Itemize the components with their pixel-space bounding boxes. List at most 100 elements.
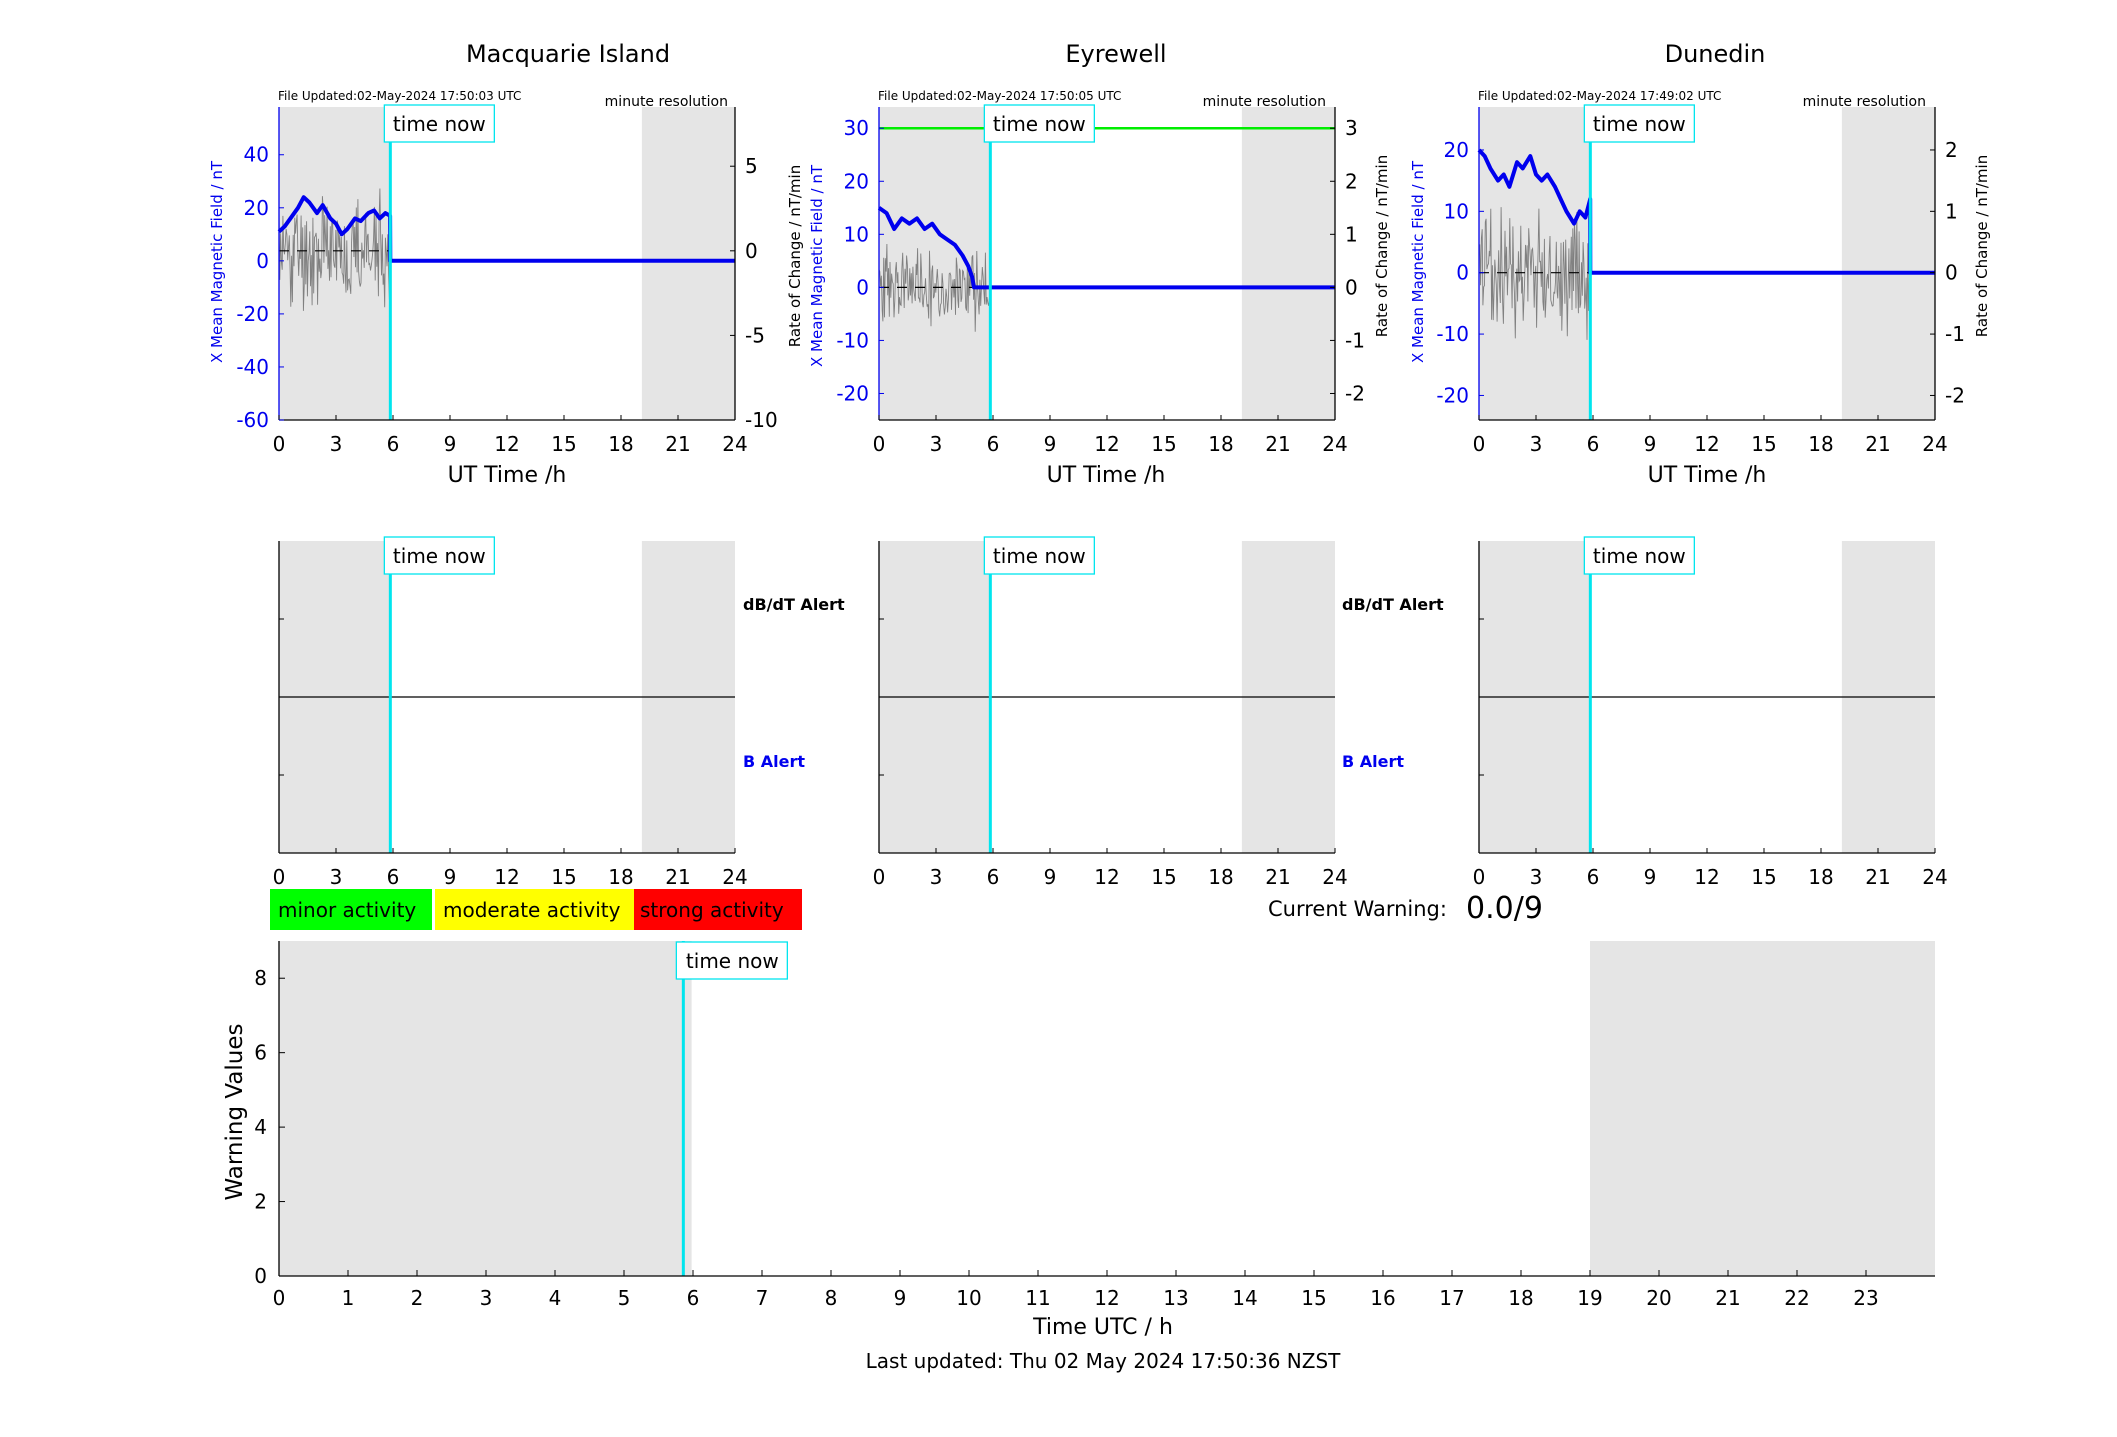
x-tick-label: 3 xyxy=(930,865,943,889)
x-tick-label: 3 xyxy=(330,432,343,456)
x-tick-label: 21 xyxy=(1265,865,1290,889)
right-y-tick-label: -5 xyxy=(745,323,765,347)
x-tick-label: 8 xyxy=(825,1286,838,1310)
x-tick-label: 6 xyxy=(1587,432,1600,456)
station-title-0: Macquarie Island xyxy=(466,40,670,68)
legend-moderate-swatch xyxy=(435,889,634,930)
x-tick-label: 21 xyxy=(1865,865,1890,889)
left-y-tick-label: 0 xyxy=(256,249,269,273)
time-now-label: time now xyxy=(1593,544,1686,568)
b-alert-label-1: B Alert xyxy=(1342,752,1404,771)
right-y-tick-label: 2 xyxy=(1345,169,1358,193)
x-tick-label: 15 xyxy=(551,432,576,456)
x-tick-label: 24 xyxy=(1322,865,1347,889)
x-tick-label: 12 xyxy=(1694,432,1719,456)
x-tick-label: 1 xyxy=(342,1286,355,1310)
left-y-tick-label: -40 xyxy=(236,355,269,379)
right-y-tick-label: 5 xyxy=(745,154,758,178)
x-tick-label: 21 xyxy=(1715,1286,1740,1310)
y-tick-label: 0 xyxy=(254,1264,267,1288)
legend-minor-swatch xyxy=(270,889,432,930)
x-tick-label: 15 xyxy=(1751,432,1776,456)
db-alert-label-0: dB/dT Alert xyxy=(743,595,845,614)
resolution-0: minute resolution xyxy=(605,94,728,110)
right-ylabel-2-outer: Rate of Change / nT/min xyxy=(1373,155,1391,337)
x-tick-label: 9 xyxy=(1044,865,1057,889)
left-y-tick-label: 40 xyxy=(244,143,269,167)
left-ylabel-0: X Mean Magnetic Field / nT xyxy=(208,160,226,363)
time-now-label: time now xyxy=(993,112,1086,136)
file-updated-0: File Updated:02-May-2024 17:50:03 UTC xyxy=(278,89,521,103)
left-y-tick-label: -20 xyxy=(236,302,269,326)
night-shade-0 xyxy=(279,941,692,1276)
x-tick-label: 9 xyxy=(1644,432,1657,456)
x-tick-label: 21 xyxy=(1265,432,1290,456)
left-y-tick-label: 10 xyxy=(844,222,869,246)
warning-xlabel: Time UTC / h xyxy=(1032,1315,1173,1340)
left-y-tick-label: -10 xyxy=(836,328,869,352)
x-tick-label: 21 xyxy=(665,432,690,456)
xlabel-2: UT Time /h xyxy=(1648,463,1767,488)
alert-plot-1: time now 0 3 6 9 12 15 18 21 24 xyxy=(873,536,1348,889)
time-now-box xyxy=(983,104,1095,143)
x-tick-label: 4 xyxy=(549,1286,562,1310)
y-tick-label: 4 xyxy=(254,1115,267,1139)
x-tick-label: 16 xyxy=(1370,1286,1395,1310)
x-tick-label: 6 xyxy=(1587,865,1600,889)
time-now-box xyxy=(1583,104,1695,143)
x-tick-label: 15 xyxy=(1151,865,1176,889)
left-y-tick-label: 30 xyxy=(844,116,869,140)
right-y-tick-label: 0 xyxy=(1345,275,1358,299)
left-y-tick-label: 20 xyxy=(1444,138,1469,162)
right-ylabel-1-outer: Rate of Change / nT/min xyxy=(786,165,804,347)
x-tick-label: 5 xyxy=(618,1286,631,1310)
alert-plot-0: time now 0 3 6 9 12 15 18 21 24 xyxy=(273,536,748,889)
current-warning-label: Current Warning: xyxy=(1268,897,1447,921)
b-alert-label-0: B Alert xyxy=(743,752,805,771)
x-tick-label: 18 xyxy=(608,865,633,889)
rate-of-change-line xyxy=(278,188,390,311)
y-tick-label: 8 xyxy=(254,966,267,990)
x-tick-label: 12 xyxy=(494,865,519,889)
x-tick-label: 3 xyxy=(930,432,943,456)
warning-ylabel: Warning Values xyxy=(222,1023,248,1200)
file-updated-2: File Updated:02-May-2024 17:49:02 UTC xyxy=(1478,89,1721,103)
night-shade-1 xyxy=(1590,941,1935,1276)
file-updated-1: File Updated:02-May-2024 17:50:05 UTC xyxy=(878,89,1121,103)
x-tick-label: 18 xyxy=(1508,1286,1533,1310)
x-tick-label: 24 xyxy=(1922,865,1947,889)
x-tick-label: 23 xyxy=(1853,1286,1878,1310)
x-tick-label: 12 xyxy=(1094,1286,1119,1310)
x-mean-line xyxy=(877,206,1335,290)
left-y-tick-label: 0 xyxy=(1456,261,1469,285)
time-now-label: time now xyxy=(993,544,1086,568)
x-tick-label: 6 xyxy=(687,1286,700,1310)
time-now-label: time now xyxy=(393,112,486,136)
right-y-tick-label: -2 xyxy=(1945,383,1965,407)
left-y-tick-label: 10 xyxy=(1444,199,1469,223)
xlabel-0: UT Time /h xyxy=(448,463,567,488)
x-tick-label: 0 xyxy=(273,865,286,889)
x-tick-label: 3 xyxy=(480,1286,493,1310)
left-y-tick-label: 20 xyxy=(244,196,269,220)
left-y-tick-label: 0 xyxy=(856,275,869,299)
y-tick-label: 2 xyxy=(254,1190,267,1214)
x-tick-label: 12 xyxy=(1694,865,1719,889)
x-tick-label: 18 xyxy=(1208,432,1233,456)
x-tick-label: 15 xyxy=(1301,1286,1326,1310)
x-tick-label: 6 xyxy=(387,865,400,889)
x-tick-label: 13 xyxy=(1163,1286,1188,1310)
x-tick-label: 9 xyxy=(894,1286,907,1310)
x-tick-label: 9 xyxy=(1044,432,1057,456)
x-tick-label: 20 xyxy=(1646,1286,1671,1310)
x-tick-label: 18 xyxy=(1808,432,1833,456)
x-tick-label: 15 xyxy=(1751,865,1776,889)
left-y-tick-label: -10 xyxy=(1436,322,1469,346)
x-tick-label: 0 xyxy=(1473,432,1486,456)
x-tick-label: 6 xyxy=(987,865,1000,889)
time-now-box xyxy=(983,536,1095,575)
right-y-tick-label: 3 xyxy=(1345,116,1358,140)
left-y-tick-label: -20 xyxy=(1436,383,1469,407)
